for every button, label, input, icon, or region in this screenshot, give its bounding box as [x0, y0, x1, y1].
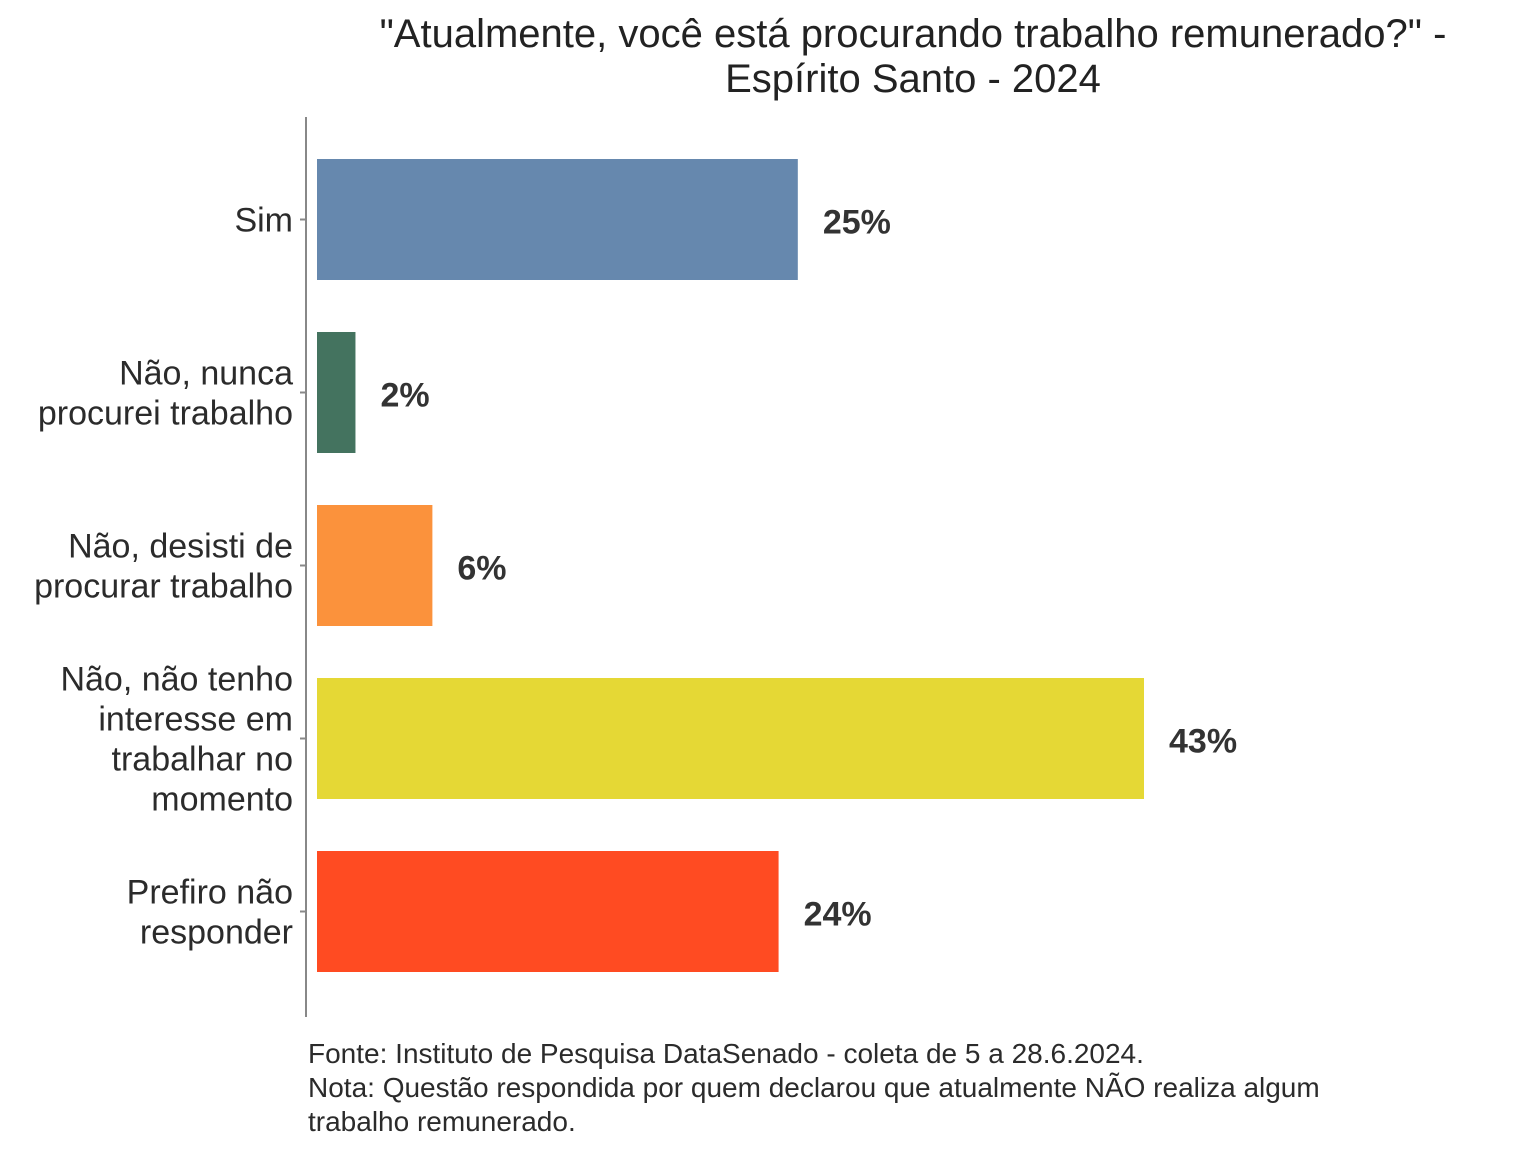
y-tick-label: Não, não tenho [60, 661, 293, 699]
data-label: 24% [804, 896, 872, 934]
y-tick-label: responder [140, 914, 293, 952]
bar [317, 851, 779, 972]
y-tick-label: Prefiro não [127, 874, 293, 912]
footnote-note-cont: trabalho remunerado. [308, 1106, 576, 1137]
footnote-note: Nota: Questão respondida por quem declar… [308, 1072, 1320, 1103]
bar [317, 678, 1144, 799]
chart-title-line-2: Espírito Santo - 2024 [725, 57, 1101, 101]
y-tick-label: procurar trabalho [34, 568, 293, 606]
y-tick-label: momento [151, 781, 293, 819]
bar [317, 159, 798, 280]
y-tick-label: Sim [234, 202, 293, 240]
y-tick-label: Não, desisti de [68, 528, 293, 566]
data-label: 2% [380, 377, 429, 415]
data-label: 25% [823, 204, 891, 242]
bar [317, 332, 356, 453]
y-tick-label: interesse em [98, 701, 293, 739]
chart-title-line-1: "Atualmente, você está procurando trabal… [380, 12, 1447, 56]
footnote-source: Fonte: Instituto de Pesquisa DataSenado … [308, 1038, 1144, 1069]
y-tick-label: procurei trabalho [38, 395, 293, 433]
bar [317, 505, 433, 626]
y-tick-label: Não, nunca [119, 355, 293, 393]
y-tick-label: trabalhar no [112, 741, 293, 779]
data-label: 43% [1169, 723, 1237, 761]
data-label: 6% [457, 550, 506, 588]
